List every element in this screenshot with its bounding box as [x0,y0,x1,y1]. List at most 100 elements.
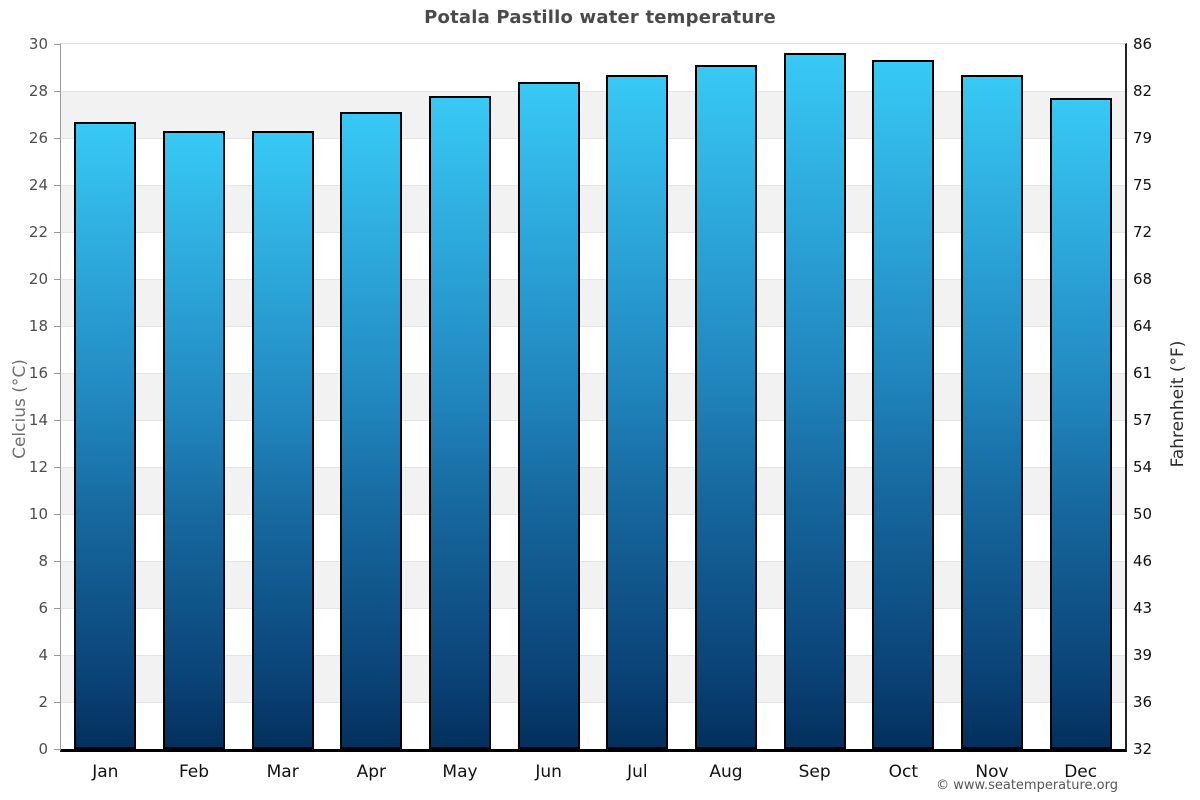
gridline [61,608,1125,609]
x-tick-label-jun: Jun [535,762,562,782]
celsius-tick-mark [54,420,60,421]
bar-jun[interactable] [517,81,580,749]
fahrenheit-tick-label: 68 [1133,270,1153,288]
celsius-tick-label: 18 [28,317,48,335]
background-band [61,232,1125,279]
fahrenheit-tick-label: 82 [1133,82,1153,100]
fahrenheit-tick-label: 57 [1133,411,1153,429]
background-band [61,420,1125,467]
bar-sep[interactable] [783,53,846,749]
celsius-tick-label: 2 [38,693,48,711]
bar-nov[interactable] [961,74,1023,749]
x-tick-label-feb: Feb [178,762,210,782]
background-band [61,138,1125,185]
gridline [61,232,1125,233]
fahrenheit-tick-label: 72 [1133,223,1153,241]
bar-apr[interactable] [340,112,403,749]
gridline [61,91,1125,92]
x-tick-label-sep: Sep [798,762,831,782]
celsius-tick-mark [54,749,60,750]
x-tick-label-oct: Oct [888,762,919,782]
celsius-tick-mark [54,232,60,233]
x-tick-label-may: May [442,762,478,782]
celsius-tick-mark [54,655,60,656]
background-band [61,373,1125,420]
fahrenheit-tick-label: 61 [1133,364,1153,382]
gridline [61,561,1125,562]
background-band [61,185,1125,232]
celsius-tick-mark [54,373,60,374]
fahrenheit-tick-label: 32 [1133,740,1153,758]
gridline [61,702,1125,703]
bar-feb[interactable] [163,130,225,749]
bar-jan[interactable] [74,121,137,749]
gridline [61,467,1125,468]
fahrenheit-tick-label: 39 [1133,646,1153,664]
celsius-tick-label: 14 [28,411,48,429]
celsius-tick-label: 16 [28,364,48,382]
x-tick-label-apr: Apr [356,762,387,782]
gridline [61,420,1125,421]
x-tick-label-jul: Jul [627,762,648,782]
background-band [61,279,1125,326]
attribution-link[interactable]: © www.seatemperature.org [936,778,1118,793]
celsius-tick-mark [54,185,60,186]
celsius-tick-label: 0 [38,740,48,758]
celsius-tick-label: 6 [38,599,48,617]
background-band [61,514,1125,561]
celsius-tick-mark [54,326,60,327]
bar-oct[interactable] [872,60,935,749]
bar-dec[interactable] [1049,98,1112,749]
background-band [61,44,1125,91]
gridline [61,185,1125,186]
plot-area [60,43,1127,752]
chart-title: Potala Pastillo water temperature [424,7,776,28]
x-tick-label-dec: Dec [1064,762,1098,782]
background-band [61,655,1125,702]
background-band [61,561,1125,608]
fahrenheit-tick-label: 75 [1133,176,1153,194]
fahrenheit-tick-label: 54 [1133,458,1153,476]
background-band [61,91,1125,138]
x-tick-label-jan: Jan [92,762,119,782]
fahrenheit-tick-label: 86 [1133,35,1153,53]
celsius-tick-mark [54,514,60,515]
celsius-tick-label: 8 [38,552,48,570]
celsius-tick-label: 22 [28,223,48,241]
celsius-tick-label: 10 [28,505,48,523]
celsius-tick-mark [54,702,60,703]
gridline [61,655,1125,656]
background-band [61,467,1125,514]
gridline [61,279,1125,280]
fahrenheit-tick-label: 43 [1133,599,1153,617]
celsius-tick-mark [54,467,60,468]
background-band [61,702,1125,749]
x-tick-label-mar: Mar [266,762,299,782]
celsius-tick-label: 30 [28,35,48,53]
x-tick-label-nov: Nov [975,762,1009,782]
gridline [61,138,1125,139]
fahrenheit-tick-label: 36 [1133,693,1153,711]
celsius-tick-mark [54,279,60,280]
celsius-tick-mark [54,561,60,562]
celsius-tick-label: 26 [28,129,48,147]
celsius-tick-mark [54,608,60,609]
bar-jul[interactable] [606,74,669,749]
bar-aug[interactable] [695,65,757,749]
bar-may[interactable] [429,95,491,749]
celsius-tick-label: 20 [28,270,48,288]
gridline [61,514,1125,515]
celsius-tick-mark [54,91,60,92]
celsius-tick-mark [54,138,60,139]
fahrenheit-tick-label: 64 [1133,317,1153,335]
fahrenheit-tick-label: 79 [1133,129,1153,147]
fahrenheit-tick-label: 50 [1133,505,1153,523]
background-band [61,608,1125,655]
celsius-tick-label: 12 [28,458,48,476]
background-band [61,326,1125,373]
celsius-tick-label: 4 [38,646,48,664]
bar-mar[interactable] [251,130,314,749]
celsius-tick-label: 28 [28,82,48,100]
celsius-tick-mark [54,44,60,45]
